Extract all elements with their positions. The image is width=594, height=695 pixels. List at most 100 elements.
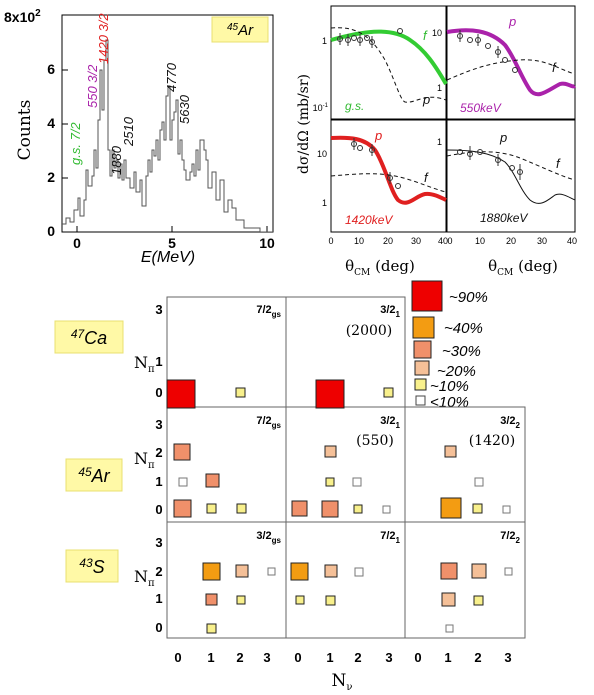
data-points	[457, 146, 523, 180]
spectrum-x-label: E(MeV)	[141, 249, 195, 266]
svg-text:(2000): (2000)	[346, 323, 393, 339]
spectrum-isotope-label: 45Ar	[227, 22, 254, 39]
svg-text:7/2gs: 7/2gs	[256, 415, 281, 430]
legend-swatch-20	[414, 360, 430, 376]
dash-label: p	[422, 92, 430, 107]
svg-text:0: 0	[294, 650, 301, 665]
svg-text:Nπ: Nπ	[134, 567, 155, 589]
occupancy-grid: 47Ca 45Ar 43S Nπ Nπ Nπ 3 1 0 3 2 1 0 3 2 1 0 0 1 2…	[54, 296, 526, 693]
svg-text:1: 1	[437, 83, 442, 93]
state-label: 1420keV	[345, 213, 393, 227]
angular-x-ticks: 0 10 20 30 40 0 10 20 30 40	[328, 236, 577, 246]
fit-curve	[446, 149, 576, 204]
state-label: 550keV	[460, 101, 502, 115]
svg-text:40: 40	[567, 236, 577, 246]
angular-gs: f p g.s.	[330, 27, 448, 113]
spectrum-y-tick: 0	[47, 223, 55, 239]
svg-text:3/21: 3/21	[380, 304, 400, 319]
svg-text:Nπ: Nπ	[134, 353, 155, 375]
svg-text:7/2gs: 7/2gs	[256, 304, 281, 319]
spectrum-panel: 8x102 Counts E(MeV) 0 2 4 6 0 5 10 45Ar …	[4, 8, 275, 266]
legend-label: ~30%	[442, 343, 481, 360]
svg-text:0: 0	[155, 385, 162, 400]
nucleus-badge	[65, 549, 119, 583]
state-label: g.s.	[345, 99, 364, 113]
svg-text:1: 1	[155, 474, 162, 489]
svg-text:2: 2	[155, 445, 162, 460]
svg-text:20: 20	[506, 236, 516, 246]
nnu-axis-label: Nν	[332, 671, 353, 693]
state-labels: 7/2gs 3/21 7/2gs 3/21 3/22 3/2gs 7/21 7/…	[256, 304, 520, 545]
nucleus-label: 47Ca	[71, 327, 107, 348]
nucleus-badge	[54, 320, 124, 354]
svg-text:1: 1	[437, 137, 442, 147]
svg-text:0: 0	[155, 502, 162, 517]
spectrum-y-tick: 4	[47, 115, 55, 131]
svg-text:0: 0	[414, 650, 421, 665]
svg-text:7/21: 7/21	[380, 530, 400, 545]
legend-swatch-40	[412, 316, 435, 339]
data-points	[457, 30, 518, 73]
dashed-curve	[330, 173, 447, 193]
svg-text:1: 1	[155, 354, 162, 369]
angular-frame-550	[446, 5, 576, 120]
legend-swatch-lt10	[415, 395, 426, 406]
fit-label: p	[499, 130, 507, 145]
spectrum-y-exponent: 8x102	[4, 8, 41, 25]
state-label: 1880keV	[480, 211, 528, 225]
fit-curve	[330, 135, 447, 205]
nnu-ticks: 0 1 2 3 0 1 2 3 0 1 2 3	[174, 650, 511, 665]
svg-text:0: 0	[447, 236, 452, 246]
svg-text:2: 2	[155, 564, 162, 579]
svg-text:3: 3	[263, 650, 270, 665]
fit-label: p	[508, 14, 516, 29]
svg-text:3/22: 3/22	[500, 415, 520, 430]
dash-label: f	[424, 170, 429, 185]
svg-text:30: 30	[411, 236, 421, 246]
panel-frame	[404, 521, 526, 639]
angular-1420: p f 1420keV	[330, 128, 447, 227]
svg-text:30: 30	[537, 236, 547, 246]
spectrum-axis-ticks	[62, 69, 268, 232]
legend-label: <10%	[430, 394, 469, 411]
svg-text:3: 3	[385, 650, 392, 665]
angular-panel: dσ/dΩ (mb/sr) 1 10-1 10 1 10 1 1 0 10 20…	[296, 5, 577, 278]
nucleus-label: 43S	[79, 556, 104, 577]
peak-label: 1880	[109, 145, 124, 175]
svg-text:(550): (550)	[356, 433, 394, 449]
spectrum-x-tick: 5	[168, 235, 176, 251]
spectrum-y-tick: 2	[47, 169, 55, 185]
svg-text:20: 20	[383, 236, 393, 246]
svg-text:0: 0	[155, 620, 162, 635]
dashed-curve	[446, 59, 576, 81]
dash-label: f	[556, 156, 561, 171]
svg-text:1: 1	[444, 650, 451, 665]
nucleus-label: 45Ar	[78, 465, 110, 486]
svg-text:10: 10	[432, 28, 442, 38]
angular-frame-1880	[446, 119, 576, 233]
svg-text:10: 10	[317, 149, 327, 159]
svg-text:(1420): (1420)	[469, 433, 516, 449]
npi-labels: Nπ Nπ Nπ	[134, 353, 155, 589]
svg-text:2: 2	[474, 650, 481, 665]
nucleus-badge	[65, 458, 123, 492]
svg-text:1: 1	[322, 198, 327, 208]
spectrum-x-tick: 0	[73, 235, 81, 251]
legend-label: ~90%	[449, 289, 488, 306]
svg-text:0: 0	[328, 236, 333, 246]
spectrum-y-tick: 6	[47, 61, 55, 77]
peak-label: 5630	[177, 94, 192, 124]
peak-label: g.s. 7/2	[68, 122, 83, 165]
svg-text:10: 10	[354, 236, 364, 246]
svg-text:1: 1	[322, 36, 327, 46]
svg-text:1: 1	[207, 650, 214, 665]
legend-swatch-30	[413, 340, 432, 359]
svg-text:Nπ: Nπ	[134, 449, 155, 471]
occupation-squares	[166, 379, 513, 634]
dashed-curve	[330, 27, 447, 103]
spectrum-x-tick: 10	[259, 235, 275, 251]
angular-550: p f 550keV	[446, 14, 577, 115]
spectrum-frame	[61, 14, 274, 233]
svg-text:1: 1	[326, 650, 333, 665]
